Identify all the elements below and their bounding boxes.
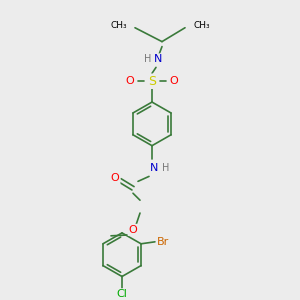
Text: O: O: [126, 76, 134, 86]
Text: S: S: [148, 75, 156, 88]
Text: Cl: Cl: [117, 289, 128, 299]
Text: O: O: [169, 76, 178, 86]
Text: O: O: [111, 173, 119, 183]
Text: CH₃: CH₃: [110, 21, 127, 30]
Text: N: N: [154, 55, 162, 64]
Text: N: N: [150, 164, 158, 173]
Text: H: H: [162, 164, 170, 173]
Text: H: H: [144, 55, 152, 64]
Text: O: O: [129, 225, 137, 235]
Text: CH₃: CH₃: [193, 21, 210, 30]
Text: Br: Br: [157, 237, 169, 247]
